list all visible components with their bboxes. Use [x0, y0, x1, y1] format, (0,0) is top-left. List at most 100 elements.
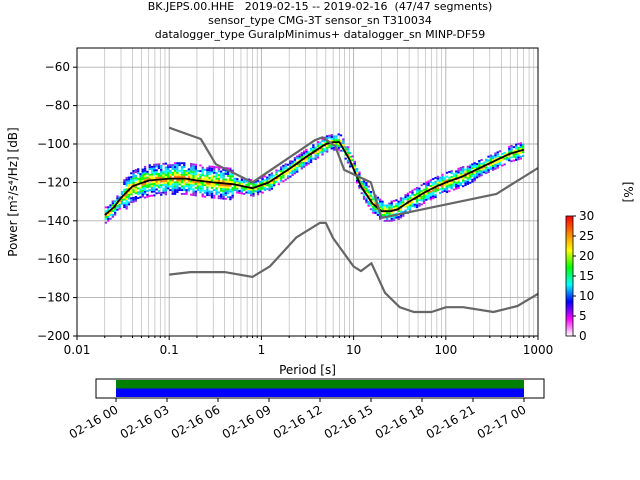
- histogram-cell: [270, 172, 274, 175]
- histogram-cell: [362, 188, 366, 191]
- histogram-cell: [155, 163, 158, 166]
- histogram-cell: [332, 135, 336, 138]
- histogram-cell: [210, 171, 214, 174]
- histogram-cell: [215, 166, 218, 169]
- histogram-cell: [385, 219, 389, 222]
- histogram-cell: [383, 208, 386, 211]
- histogram-cell: [201, 178, 204, 181]
- histogram-cell: [256, 187, 260, 190]
- histogram-cell: [300, 155, 303, 158]
- histogram-cell: [517, 146, 520, 149]
- histogram-cell: [208, 194, 211, 197]
- histogram-cell: [160, 174, 163, 177]
- histogram-cell: [254, 180, 257, 183]
- histogram-cell: [247, 190, 250, 192]
- histogram-cell: [148, 194, 151, 197]
- histogram-cell: [365, 184, 368, 186]
- histogram-cell: [342, 138, 345, 141]
- histogram-cell: [137, 170, 140, 173]
- histogram-cell: [482, 171, 486, 174]
- histogram-cell: [402, 199, 405, 202]
- histogram-cell: [130, 189, 133, 192]
- histogram-cell: [137, 191, 140, 194]
- histogram-cell: [415, 194, 419, 197]
- histogram-cell: [137, 179, 140, 182]
- histogram-cell: [279, 168, 283, 171]
- histogram-cell: [134, 178, 138, 181]
- histogram-cell: [427, 197, 430, 200]
- histogram-cell: [107, 214, 110, 216]
- coverage-tick-label: 02-16 00: [67, 402, 121, 441]
- histogram-cell: [438, 182, 442, 185]
- histogram-cell: [157, 190, 161, 193]
- histogram-cell: [229, 188, 232, 191]
- histogram-cell: [113, 200, 117, 203]
- histogram-cell: [146, 186, 149, 189]
- histogram-cell: [432, 189, 435, 192]
- histogram-cell: [459, 170, 463, 173]
- histogram-cell: [196, 177, 200, 180]
- histogram-cell: [120, 200, 124, 203]
- histogram-cell: [169, 166, 172, 168]
- colorbar: 0 5 10 15 20 25 30 [%]: [565, 182, 635, 343]
- histogram-cell: [309, 147, 313, 150]
- histogram-cell: [332, 146, 336, 149]
- histogram-cell: [367, 189, 370, 192]
- histogram-cell: [390, 217, 393, 220]
- histogram-cell: [355, 168, 359, 171]
- histogram-cell: [137, 168, 140, 171]
- histogram-cell: [192, 176, 195, 179]
- histogram-cell: [411, 191, 414, 194]
- histogram-cell: [425, 198, 428, 201]
- histogram-cell: [462, 177, 465, 180]
- histogram-cell: [510, 148, 513, 151]
- histogram-cell: [183, 185, 186, 188]
- histogram-cell: [169, 179, 172, 182]
- histogram-cell: [217, 183, 221, 186]
- histogram-cell: [379, 202, 382, 205]
- histogram-cell: [374, 202, 377, 205]
- y-tick-label: −80: [45, 99, 70, 113]
- histogram-cell: [268, 177, 271, 180]
- histogram-cell: [125, 182, 128, 185]
- histogram-cell: [466, 165, 469, 168]
- histogram-cell: [326, 144, 329, 147]
- histogram-cell: [210, 190, 214, 193]
- histogram-cell: [192, 174, 195, 177]
- histogram-cell: [162, 176, 165, 179]
- histogram-cell: [141, 168, 144, 171]
- histogram-cell: [399, 199, 403, 202]
- histogram-cell: [273, 182, 276, 185]
- histogram-cell: [385, 217, 389, 220]
- histogram-cell: [376, 210, 380, 213]
- histogram-cell: [224, 186, 227, 189]
- histogram-cell: [496, 160, 499, 163]
- histogram-cell: [123, 198, 126, 201]
- histogram-cell: [217, 185, 221, 188]
- histogram-cell: [427, 191, 430, 194]
- histogram-cell: [162, 162, 165, 165]
- histogram-cell: [166, 183, 170, 186]
- histogram-cell: [180, 185, 184, 188]
- histogram-cell: [284, 165, 287, 168]
- histogram-cell: [473, 179, 476, 182]
- histogram-cell: [137, 187, 140, 190]
- histogram-cell: [448, 182, 451, 185]
- histogram-cell: [238, 180, 241, 183]
- histogram-cell: [508, 159, 511, 162]
- histogram-cell: [210, 196, 214, 199]
- histogram-cell: [326, 146, 329, 149]
- histogram-cell: [462, 169, 465, 172]
- histogram-cell: [392, 207, 396, 210]
- histogram-cell: [252, 191, 255, 193]
- histogram-cell: [146, 182, 149, 185]
- histogram-cell: [150, 183, 154, 186]
- histogram-cell: [113, 211, 117, 214]
- histogram-cell: [397, 210, 400, 213]
- histogram-cell: [360, 188, 363, 191]
- histogram-cell: [422, 188, 426, 191]
- histogram-cell: [153, 188, 156, 191]
- histogram-cell: [190, 184, 193, 187]
- histogram-cell: [517, 158, 520, 161]
- histogram-cell: [169, 175, 172, 178]
